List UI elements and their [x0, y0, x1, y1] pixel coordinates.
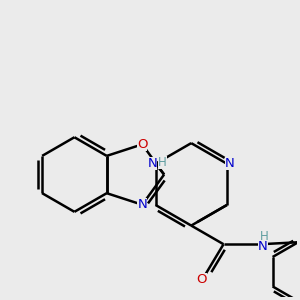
Text: H: H — [260, 230, 268, 243]
Text: N: N — [137, 198, 147, 211]
Text: H: H — [158, 156, 167, 169]
Text: N: N — [225, 157, 235, 170]
Text: O: O — [197, 273, 207, 286]
Text: N: N — [258, 240, 268, 253]
Text: N: N — [148, 157, 158, 170]
Text: O: O — [137, 138, 147, 151]
